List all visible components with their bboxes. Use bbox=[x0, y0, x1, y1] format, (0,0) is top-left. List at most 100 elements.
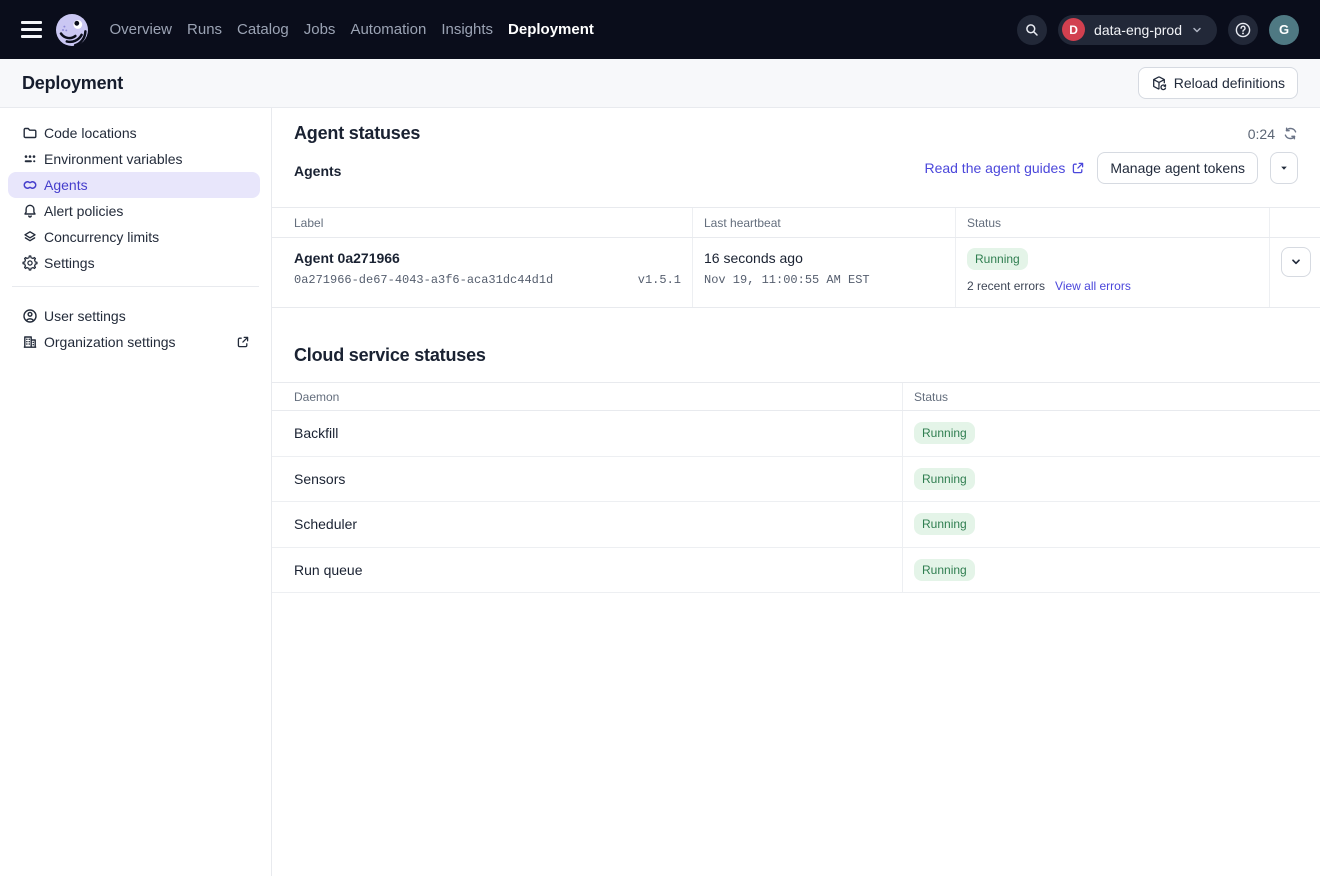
agents-subtitle: Agents bbox=[294, 163, 342, 179]
nav-item-jobs[interactable]: Jobs bbox=[303, 21, 336, 38]
nav-item-runs[interactable]: Runs bbox=[187, 21, 223, 38]
agent-status-cell: Running 2 recent errors View all errors bbox=[955, 238, 1269, 307]
daemon-row-scheduler: Scheduler Running bbox=[272, 502, 1320, 548]
daemon-status-badge: Running bbox=[914, 558, 975, 581]
caret-down-icon bbox=[1279, 163, 1289, 173]
view-all-errors-link[interactable]: View all errors bbox=[1055, 279, 1131, 293]
sidebar-item-label: Agents bbox=[44, 177, 88, 193]
heartbeat-relative: 16 seconds ago bbox=[704, 250, 803, 266]
agent-label-cell: Agent 0a271966 0a271966-de67-4043-a3f6-a… bbox=[272, 238, 692, 307]
sidebar-item-label: Alert policies bbox=[44, 203, 124, 219]
nav-item-overview[interactable]: Overview bbox=[109, 21, 173, 38]
sidebar-item-label: Code locations bbox=[44, 125, 137, 141]
column-header-status: Status bbox=[902, 383, 1320, 410]
daemon-name: Backfill bbox=[294, 425, 339, 442]
daemon-row-run-queue: Run queue Running bbox=[272, 547, 1320, 593]
sidebar-item-label: Settings bbox=[44, 255, 95, 271]
manage-agent-tokens-button[interactable]: Manage agent tokens bbox=[1097, 152, 1258, 184]
sidebar-item-label: Environment variables bbox=[44, 151, 183, 167]
column-header-status: Status bbox=[955, 208, 1269, 237]
bell-icon bbox=[22, 203, 38, 219]
manage-agent-tokens-label: Manage agent tokens bbox=[1110, 160, 1245, 176]
agents-table: Label Last heartbeat Status Agent 0a2719… bbox=[272, 207, 1320, 308]
sidebar-item-organization-settings[interactable]: Organization settings bbox=[8, 329, 260, 355]
daemon-row-backfill: Backfill Running bbox=[272, 411, 1320, 457]
primary-nav: Overview Runs Catalog Jobs Automation In… bbox=[102, 15, 601, 44]
nav-item-catalog[interactable]: Catalog bbox=[237, 21, 289, 38]
deployment-switcher[interactable]: D data-eng-prod bbox=[1058, 14, 1217, 45]
building-icon bbox=[22, 334, 38, 350]
nav-right-group: D data-eng-prod G bbox=[1017, 14, 1299, 45]
deployment-sidebar: Code locations Environment variables Age… bbox=[0, 108, 272, 876]
agent-guides-link[interactable]: Read the agent guides bbox=[924, 160, 1085, 176]
sidebar-divider bbox=[12, 286, 259, 287]
daemon-name: Sensors bbox=[294, 470, 346, 487]
refresh-countdown: 0:24 bbox=[1248, 126, 1298, 142]
user-avatar[interactable]: G bbox=[1269, 14, 1299, 45]
daemon-status-badge: Running bbox=[914, 422, 975, 445]
column-header-label: Label bbox=[294, 215, 324, 230]
sidebar-item-settings[interactable]: Settings bbox=[8, 250, 260, 276]
column-header-heartbeat: Last heartbeat bbox=[692, 208, 955, 237]
agent-expand-button[interactable] bbox=[1281, 247, 1311, 277]
page-title: Deployment bbox=[22, 72, 124, 93]
deployment-badge: D bbox=[1062, 18, 1086, 41]
agent-row: Agent 0a271966 0a271966-de67-4043-a3f6-a… bbox=[272, 238, 1320, 308]
dagster-logo[interactable] bbox=[55, 13, 89, 47]
external-link-icon bbox=[236, 335, 250, 349]
cloud-services-title: Cloud service statuses bbox=[294, 345, 486, 365]
agent-name: Agent 0a271966 bbox=[294, 250, 400, 266]
agent-version: v1.5.1 bbox=[637, 273, 681, 287]
daemon-name: Run queue bbox=[294, 561, 363, 578]
column-header-daemon: Daemon bbox=[294, 389, 340, 404]
sidebar-item-user-settings[interactable]: User settings bbox=[8, 303, 260, 329]
agents-table-header: Label Last heartbeat Status bbox=[272, 207, 1320, 238]
daemon-status-badge: Running bbox=[914, 513, 975, 536]
nav-item-automation[interactable]: Automation bbox=[350, 21, 427, 38]
page-header: Deployment Reload definitions bbox=[0, 59, 1320, 108]
daemon-status-cell: Running bbox=[902, 547, 1320, 592]
help-button[interactable] bbox=[1228, 14, 1258, 45]
top-nav: Overview Runs Catalog Jobs Automation In… bbox=[0, 0, 1320, 59]
open-in-new-icon bbox=[1071, 161, 1085, 175]
sidebar-item-alert-policies[interactable]: Alert policies bbox=[8, 198, 260, 224]
help-icon bbox=[1234, 21, 1252, 39]
nav-item-insights[interactable]: Insights bbox=[441, 21, 494, 38]
refresh-icon[interactable] bbox=[1283, 126, 1298, 141]
env-vars-icon bbox=[22, 151, 38, 167]
sidebar-item-label: Organization settings bbox=[44, 334, 176, 350]
agent-heartbeat-cell: 16 seconds ago Nov 19, 11:00:55 AM EST bbox=[692, 238, 955, 307]
sidebar-item-concurrency-limits[interactable]: Concurrency limits bbox=[8, 224, 260, 250]
daemon-status-cell: Running bbox=[902, 502, 1320, 547]
sidebar-item-environment-variables[interactable]: Environment variables bbox=[8, 146, 260, 172]
search-icon bbox=[1024, 22, 1040, 38]
daemon-status-cell: Running bbox=[902, 456, 1320, 501]
agent-tokens-dropdown-button[interactable] bbox=[1270, 152, 1298, 184]
reload-definitions-icon bbox=[1151, 75, 1167, 91]
main-content: Agent statuses 0:24 Agents Read the agen… bbox=[272, 108, 1320, 876]
reload-definitions-button[interactable]: Reload definitions bbox=[1137, 67, 1298, 99]
sidebar-item-label: User settings bbox=[44, 308, 126, 324]
hamburger-menu-icon[interactable] bbox=[21, 21, 42, 38]
agent-icon bbox=[22, 177, 38, 193]
agent-status-badge: Running bbox=[967, 248, 1028, 270]
daemon-name: Scheduler bbox=[294, 516, 358, 533]
recent-errors-text: 2 recent errors bbox=[967, 279, 1046, 293]
layers-icon bbox=[22, 229, 38, 245]
nav-item-deployment[interactable]: Deployment bbox=[508, 21, 594, 38]
gear-icon bbox=[22, 255, 38, 271]
chevron-down-icon bbox=[1191, 24, 1203, 36]
sidebar-item-code-locations[interactable]: Code locations bbox=[8, 120, 260, 146]
sidebar-item-label: Concurrency limits bbox=[44, 229, 160, 245]
countdown-value: 0:24 bbox=[1247, 125, 1275, 142]
search-button[interactable] bbox=[1017, 14, 1048, 45]
chevron-down-icon bbox=[1289, 255, 1303, 269]
daemon-status-badge: Running bbox=[914, 467, 975, 490]
deployment-name: data-eng-prod bbox=[1094, 21, 1182, 38]
cloud-table-header: Daemon Status bbox=[272, 382, 1320, 411]
reload-definitions-label: Reload definitions bbox=[1173, 75, 1285, 91]
heartbeat-timestamp: Nov 19, 11:00:55 AM EST bbox=[704, 273, 870, 287]
user-circle-icon bbox=[22, 308, 38, 324]
agent-guides-label: Read the agent guides bbox=[924, 160, 1066, 176]
sidebar-item-agents[interactable]: Agents bbox=[8, 172, 260, 198]
